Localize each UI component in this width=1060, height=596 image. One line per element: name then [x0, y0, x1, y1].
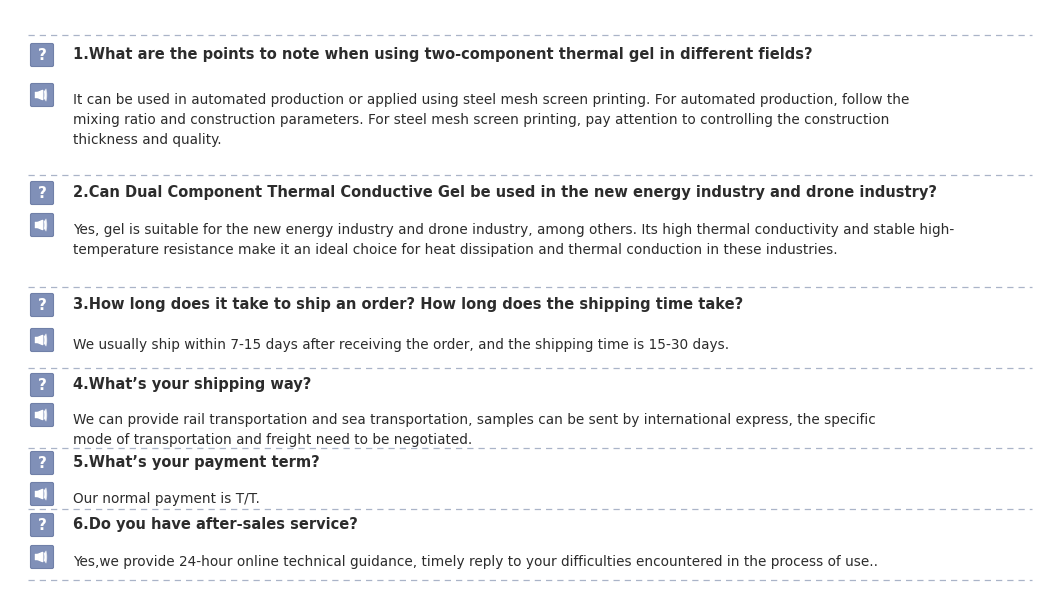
Text: ?: ?: [37, 48, 47, 63]
Polygon shape: [38, 552, 42, 561]
Polygon shape: [38, 410, 42, 420]
Text: It can be used in automated production or applied using steel mesh screen printi: It can be used in automated production o…: [73, 93, 909, 147]
Text: Yes, gel is suitable for the new energy industry and drone industry, among other: Yes, gel is suitable for the new energy …: [73, 223, 954, 257]
Bar: [35, 222, 38, 228]
Bar: [35, 554, 38, 560]
FancyBboxPatch shape: [31, 213, 53, 237]
Text: 2.Can Dual Component Thermal Conductive Gel be used in the new energy industry a: 2.Can Dual Component Thermal Conductive …: [73, 185, 937, 200]
Text: We usually ship within 7-15 days after receiving the order, and the shipping tim: We usually ship within 7-15 days after r…: [73, 338, 729, 352]
FancyBboxPatch shape: [31, 545, 53, 569]
Text: ?: ?: [37, 455, 47, 470]
Text: 5.What’s your payment term?: 5.What’s your payment term?: [73, 455, 320, 470]
Text: Our normal payment is T/T.: Our normal payment is T/T.: [73, 492, 260, 506]
Text: Yes,we provide 24-hour online technical guidance, timely reply to your difficult: Yes,we provide 24-hour online technical …: [73, 555, 878, 569]
Polygon shape: [38, 336, 42, 344]
FancyBboxPatch shape: [31, 452, 53, 474]
Bar: [35, 337, 38, 343]
Polygon shape: [38, 489, 42, 499]
Text: ?: ?: [37, 517, 47, 532]
FancyBboxPatch shape: [31, 293, 53, 316]
Polygon shape: [38, 91, 42, 100]
Text: ?: ?: [37, 185, 47, 200]
Text: 6.Do you have after-sales service?: 6.Do you have after-sales service?: [73, 517, 358, 532]
Text: 4.What’s your shipping way?: 4.What’s your shipping way?: [73, 377, 312, 393]
Text: ?: ?: [37, 297, 47, 312]
Bar: [35, 491, 38, 496]
Text: 3.How long does it take to ship an order? How long does the shipping time take?: 3.How long does it take to ship an order…: [73, 297, 743, 312]
Bar: [35, 92, 38, 98]
FancyBboxPatch shape: [31, 374, 53, 396]
Text: 1.What are the points to note when using two-component thermal gel in different : 1.What are the points to note when using…: [73, 48, 813, 63]
FancyBboxPatch shape: [31, 83, 53, 107]
FancyBboxPatch shape: [31, 483, 53, 505]
FancyBboxPatch shape: [31, 328, 53, 352]
Text: ?: ?: [37, 377, 47, 393]
Bar: [35, 412, 38, 418]
FancyBboxPatch shape: [31, 44, 53, 67]
FancyBboxPatch shape: [31, 514, 53, 536]
Polygon shape: [38, 221, 42, 229]
FancyBboxPatch shape: [31, 403, 53, 427]
FancyBboxPatch shape: [31, 182, 53, 204]
Text: We can provide rail transportation and sea transportation, samples can be sent b: We can provide rail transportation and s…: [73, 413, 876, 447]
